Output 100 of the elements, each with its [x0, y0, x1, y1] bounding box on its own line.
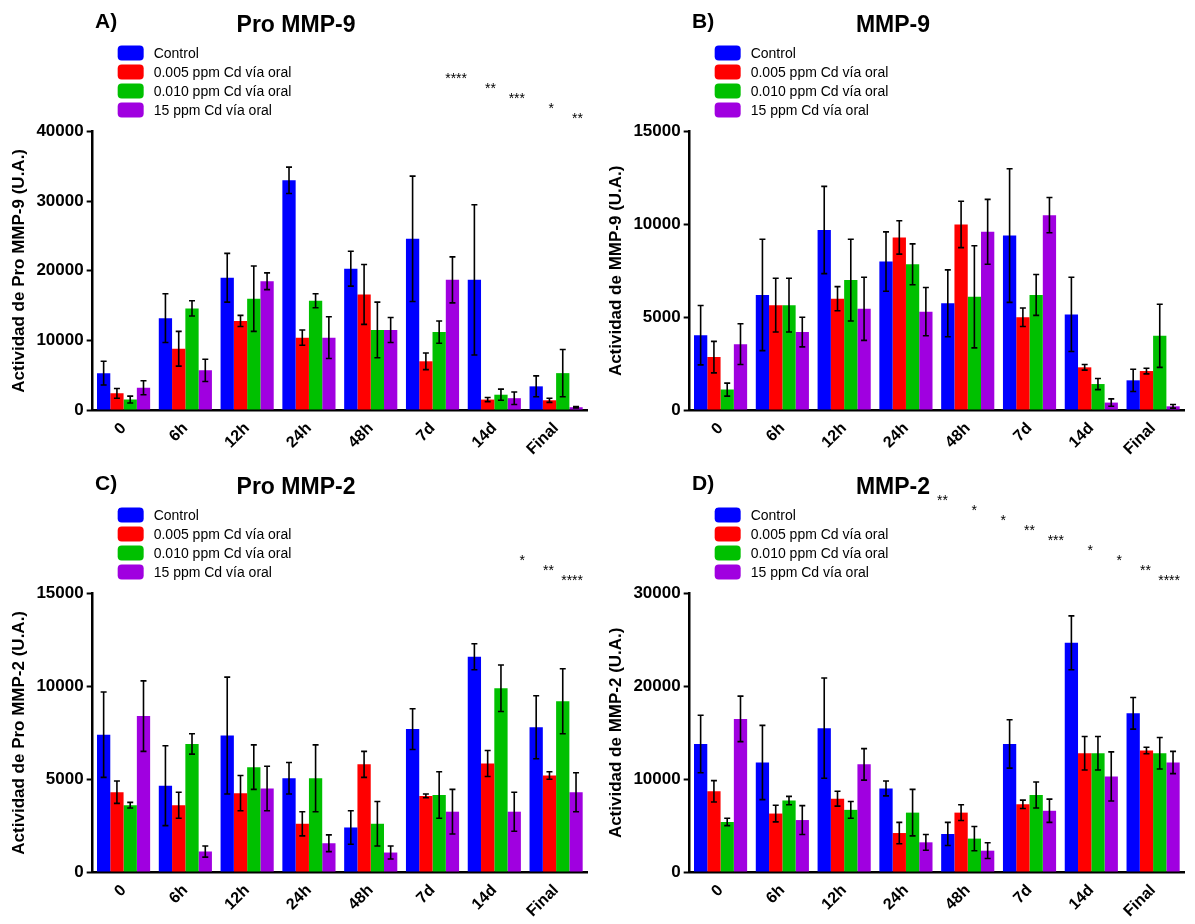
bar — [795, 820, 809, 872]
legend-label: 0.010 ppm Cd vía oral — [153, 544, 292, 561]
bar — [357, 764, 371, 872]
legend-label: 0.010 ppm Cd vía oral — [750, 544, 889, 561]
x-tick-label: 0 — [110, 880, 129, 900]
bar — [1153, 753, 1167, 872]
bar — [1042, 215, 1057, 410]
bar — [1091, 384, 1105, 410]
bar — [755, 762, 770, 872]
chart-subtitle: B) — [692, 9, 715, 33]
y-tick-label: 30000 — [633, 583, 681, 603]
bar — [556, 701, 570, 872]
bar — [857, 308, 871, 410]
bar — [97, 373, 111, 410]
bar — [1016, 804, 1030, 872]
bar — [233, 793, 248, 872]
text: ** — [1140, 562, 1152, 579]
y-axis-title: Actividad de Pro MMP-9 (U.A.) — [8, 148, 28, 393]
y-tick-label: 10000 — [633, 214, 681, 234]
bar — [941, 833, 955, 872]
bar — [282, 778, 296, 872]
bar — [185, 743, 199, 872]
bar — [967, 838, 982, 872]
bar — [542, 775, 557, 872]
bar — [782, 305, 796, 410]
legend-label: Control — [750, 44, 796, 61]
bar — [1029, 294, 1043, 410]
y-tick-label: 10000 — [633, 768, 681, 788]
bar — [1002, 235, 1017, 410]
x-tick-label: 24h — [879, 419, 912, 451]
bar — [569, 792, 583, 872]
y-tick-label: 40000 — [36, 121, 84, 141]
bar — [322, 843, 336, 872]
bar — [1078, 753, 1092, 872]
bar — [707, 791, 721, 872]
bar — [1042, 810, 1057, 872]
bar — [481, 763, 495, 872]
bar — [185, 308, 199, 410]
text: ** — [937, 492, 949, 509]
bar — [370, 329, 385, 410]
text: * — [1087, 542, 1094, 559]
bar — [694, 743, 708, 872]
bar — [260, 788, 274, 872]
bar — [308, 778, 323, 872]
bar — [198, 851, 212, 872]
y-axis-title: Actividad de MMP-9 (U.A.) — [605, 165, 625, 377]
x-tick-label: 0 — [707, 418, 726, 438]
legend-label: 0.005 ppm Cd vía oral — [750, 525, 889, 542]
y-tick-label: 20000 — [36, 260, 84, 280]
text: * — [519, 552, 526, 569]
bar — [467, 279, 482, 410]
bar — [817, 229, 831, 410]
bar — [1139, 750, 1154, 872]
bar — [795, 332, 809, 410]
bar — [694, 335, 708, 410]
bar — [322, 337, 336, 410]
text: ** — [543, 562, 555, 579]
bar — [782, 800, 796, 872]
x-tick-label: 6h — [762, 419, 788, 445]
x-tick-label: 24h — [879, 881, 912, 913]
bar — [941, 303, 955, 410]
bar — [507, 811, 521, 872]
x-tick-label: 7d — [1009, 881, 1035, 907]
text: * — [1000, 512, 1007, 529]
x-tick-label: 12h — [220, 881, 253, 913]
bar — [1064, 642, 1079, 872]
bar — [282, 180, 296, 410]
x-tick-label: 48h — [941, 881, 973, 913]
bar — [1029, 794, 1043, 872]
bar — [110, 393, 124, 410]
bar — [1153, 335, 1167, 410]
bar — [844, 280, 858, 410]
chart-title: MMP-9 — [855, 11, 931, 38]
bar — [295, 337, 309, 410]
bar — [172, 348, 186, 410]
bar — [879, 788, 893, 872]
bar — [419, 361, 433, 410]
bar — [755, 294, 770, 410]
bar — [110, 792, 124, 872]
legend-label: 0.005 ppm Cd vía oral — [750, 63, 889, 80]
bar — [733, 718, 748, 872]
bar — [405, 729, 420, 872]
bar — [954, 812, 968, 872]
bar — [158, 785, 173, 872]
x-tick-label: 7d — [412, 419, 438, 445]
x-tick-label: 14d — [468, 881, 500, 913]
legend-label: 15 ppm Cd vía oral — [750, 563, 869, 580]
y-tick-label: 0 — [671, 399, 681, 419]
bar — [769, 305, 783, 410]
text: ** — [1024, 522, 1036, 539]
text: *** — [1047, 532, 1065, 549]
bar — [529, 386, 543, 410]
bar — [1078, 367, 1092, 410]
x-tick-label: 6h — [165, 419, 191, 445]
x-tick-label: 24h — [282, 419, 315, 451]
bar — [432, 332, 446, 410]
bar — [954, 224, 968, 410]
bar — [769, 813, 783, 872]
chart-title: MMP-2 — [855, 473, 931, 500]
bar — [445, 279, 460, 410]
